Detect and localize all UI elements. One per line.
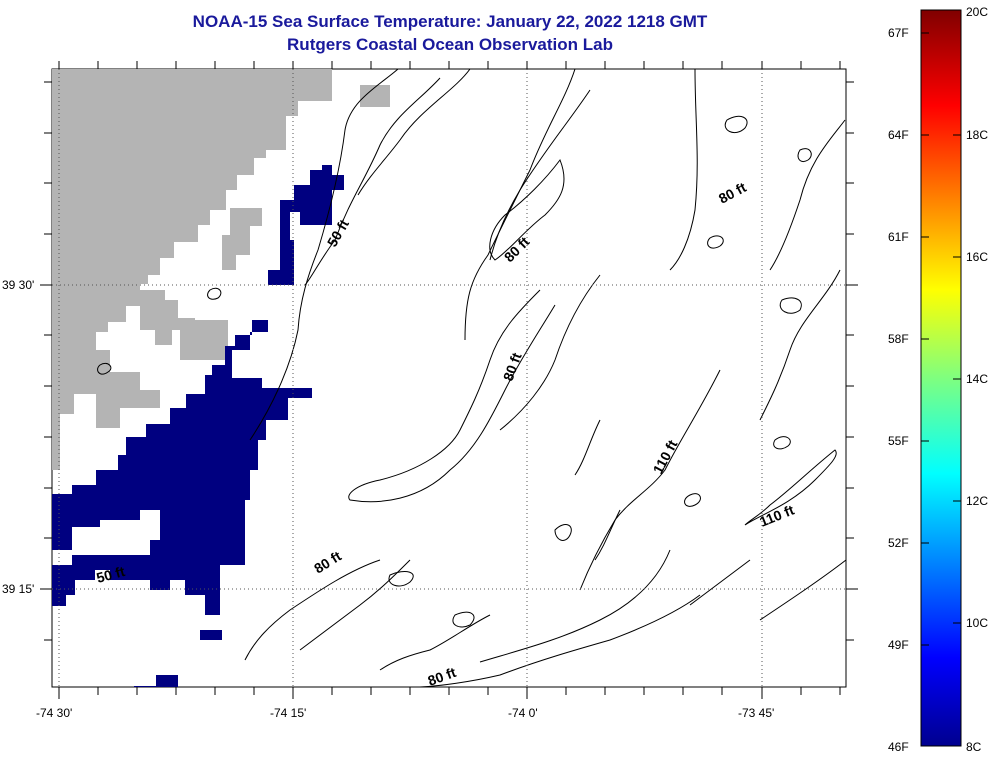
land-speck-3 — [180, 320, 228, 360]
colorbar-c-10: 10C — [966, 616, 989, 630]
colorbar-c-18: 18C — [966, 128, 989, 142]
axis-ticks — [40, 61, 858, 699]
map-title: NOAA-15 Sea Surface Temperature: January… — [52, 10, 848, 56]
lon-label-74-0: -74 0' — [508, 706, 538, 720]
colorbar-c-14: 14C — [966, 372, 989, 386]
lat-label-39-30: 39 30' — [2, 278, 35, 292]
lon-label-74-30: -74 30' — [36, 706, 73, 720]
land-speck-1 — [360, 85, 390, 107]
land-point — [222, 208, 262, 270]
title-line-1: NOAA-15 Sea Surface Temperature: January… — [192, 12, 708, 31]
contour-label-50ft-south: 50 ft — [95, 563, 127, 586]
land-island-2 — [96, 350, 160, 428]
land-mass — [52, 69, 332, 470]
colorbar-f-67: 67F — [888, 26, 909, 40]
colorbar-c-8: 8C — [966, 740, 982, 754]
colorbar-c-20: 20C — [966, 5, 989, 19]
colorbar-f-46: 46F — [888, 740, 909, 754]
cold-water-pixels — [52, 165, 344, 687]
colorbar-f-49: 49F — [888, 638, 909, 652]
colorbar-c-16: 16C — [966, 250, 989, 264]
colorbar-f-64: 64F — [888, 128, 909, 142]
lon-label-74-15: -74 15' — [270, 706, 307, 720]
colorbar-f-61: 61F — [888, 230, 909, 244]
colorbar — [920, 9, 962, 747]
depth-contours — [97, 69, 846, 687]
lon-label-73-45: -73 45' — [738, 706, 775, 720]
graticule — [52, 69, 846, 687]
colorbar-ticks — [921, 32, 961, 646]
colorbar-f-55: 55F — [888, 434, 909, 448]
land-island-1 — [140, 290, 195, 345]
lat-label-39-15: 39 15' — [2, 582, 35, 596]
title-line-2: Rutgers Coastal Ocean Observation Lab — [287, 35, 613, 54]
colorbar-f-58: 58F — [888, 332, 909, 346]
colorbar-c-12: 12C — [966, 494, 989, 508]
colorbar-f-52: 52F — [888, 536, 909, 550]
